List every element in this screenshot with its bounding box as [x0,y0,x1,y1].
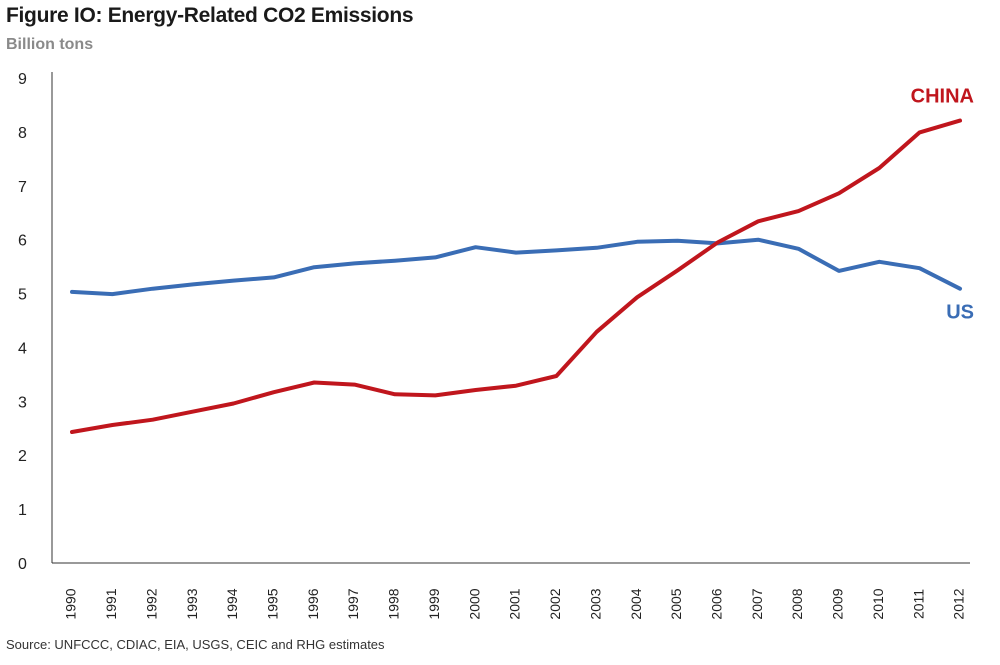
x-tick-label: 2004 [628,588,644,619]
x-tick-label: 1990 [63,588,79,619]
series-lines [70,118,962,434]
y-tick-label: 6 [18,233,27,250]
x-tick-label: 2007 [749,588,765,619]
x-tick-label: 2012 [951,588,967,619]
chart-subtitle: Billion tons [6,36,94,53]
series-label-china: CHINA [911,86,974,108]
series-line-us [70,237,962,297]
x-tick-label: 1996 [305,588,321,619]
x-tick-label: 1994 [224,588,240,619]
x-tick-label: 2006 [709,588,725,619]
x-tick-label: 1993 [184,588,200,619]
x-tick-label: 2011 [910,589,926,619]
y-tick-label: 5 [18,287,27,304]
y-tick-label: 3 [18,394,27,411]
x-tick-label: 2000 [466,588,482,619]
x-tick-label: 1992 [143,588,159,619]
source-note: Source: UNFCCC, CDIAC, EIA, USGS, CEIC a… [6,637,385,652]
x-tick-label: 1999 [426,588,442,619]
y-tick-label: 8 [18,125,27,142]
x-tick-label: 1998 [386,588,402,619]
x-tick-label: 1997 [345,588,361,619]
x-tick-label: 2009 [830,588,846,619]
x-tick-label: 2003 [587,588,603,619]
x-tick-label: 2005 [668,588,684,619]
y-tick-label: 2 [18,448,27,465]
y-tick-labels: 0 1 2 3 4 5 6 7 8 9 [18,71,27,573]
series-label-us: US [946,302,974,324]
x-tick-label: 2008 [789,588,805,619]
x-tick-label: 2001 [507,588,523,619]
chart-title: Figure IO: Energy-Related CO2 Emissions [6,4,414,27]
x-tick-label: 2002 [547,588,563,619]
y-tick-label: 7 [18,179,27,196]
y-tick-label: 0 [18,556,27,573]
x-tick-labels: 1990 1991 1992 1993 1994 1995 1996 1997 1998 1999… [63,588,967,619]
x-tick-label: 1991 [103,588,119,619]
y-tick-label: 9 [18,71,27,88]
x-tick-label: 1995 [265,588,281,619]
y-tick-label: 1 [18,502,27,519]
x-tick-label: 2010 [870,588,886,619]
series-line-china [70,118,962,434]
y-tick-label: 4 [18,340,27,357]
series-labels: US CHINA [911,86,974,324]
